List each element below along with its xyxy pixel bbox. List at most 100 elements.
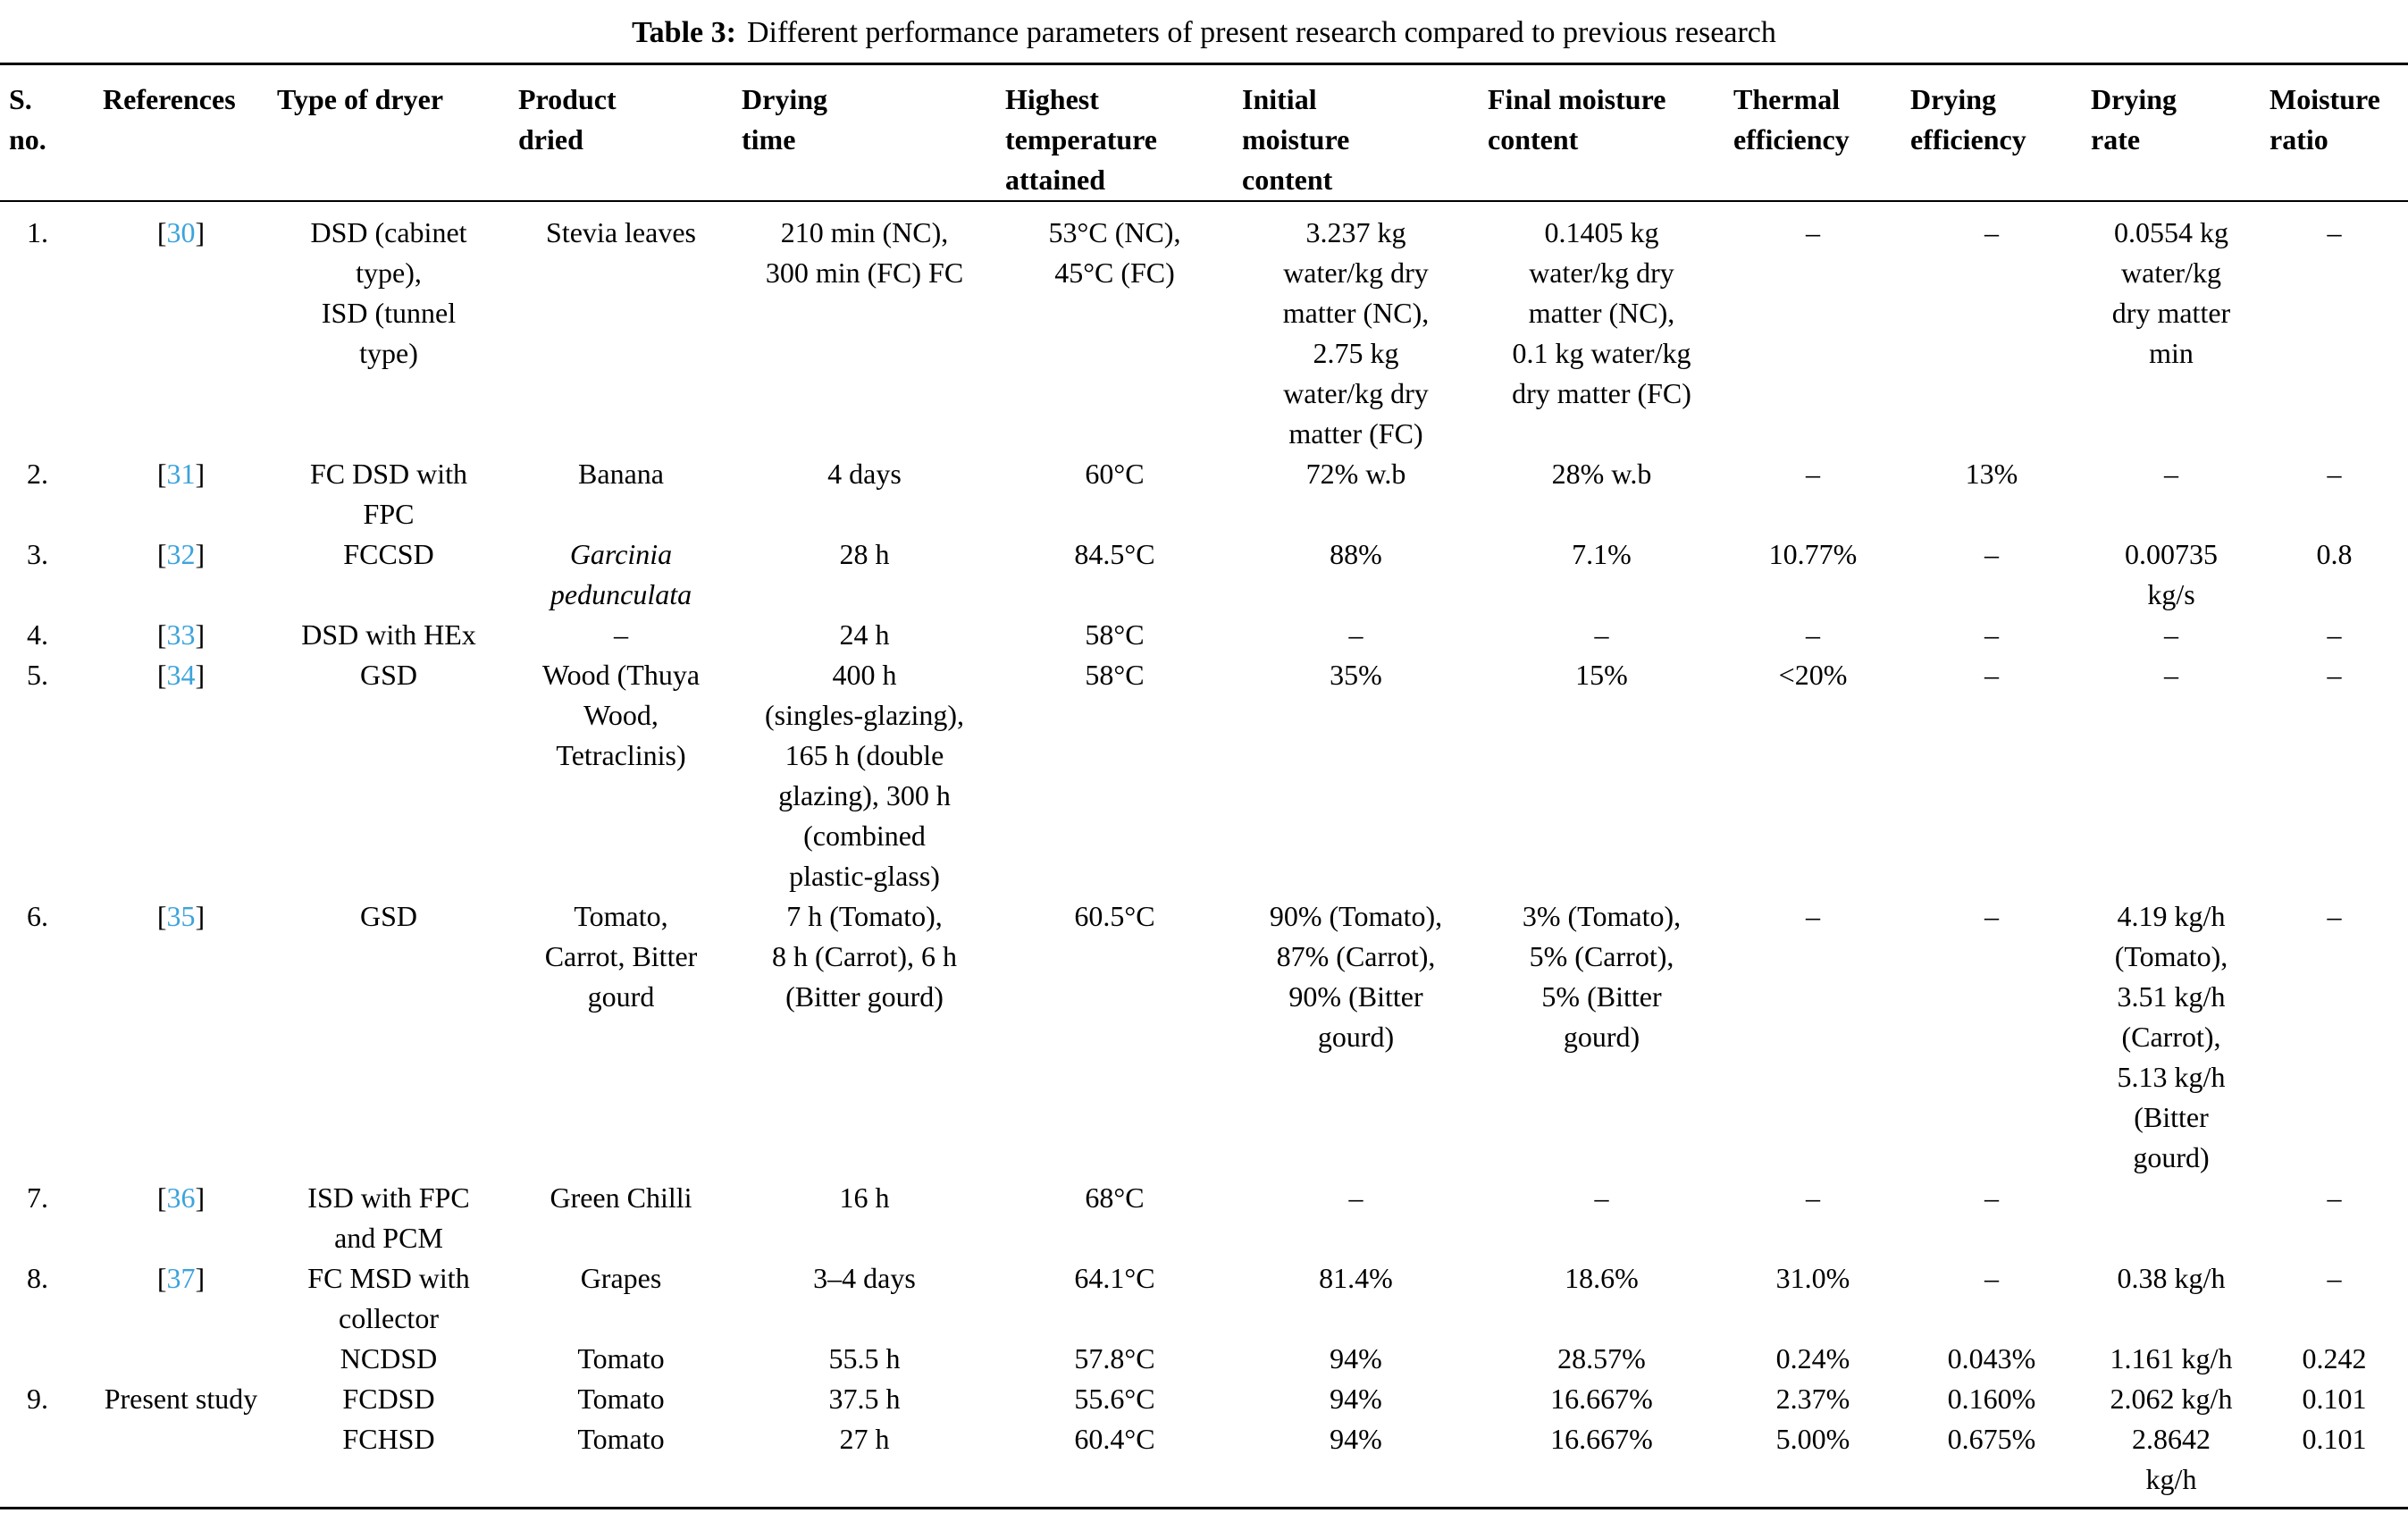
cell-drying_rate: 0.0554 kg water/kg dry matter min xyxy=(2111,216,2231,369)
bracket-open: [ xyxy=(156,216,167,248)
cell-initial_mc: 81.4% xyxy=(1319,1262,1393,1294)
table-row: 7. [36] ISD with FPC and PCM Green Chilli 16… xyxy=(0,1178,2408,1258)
column-header-thermal-efficiency: Thermal efficiency xyxy=(1724,63,1901,202)
reference-link[interactable]: 37 xyxy=(166,1262,196,1294)
cell-final_mc: – xyxy=(1594,618,1609,651)
column-header-final-moisture: Final moisture content xyxy=(1479,63,1724,202)
bracket-close: ] xyxy=(195,216,206,248)
cell-drying_time: 3–4 days xyxy=(813,1262,916,1294)
cell-moisture_ratio: – xyxy=(2327,659,2342,691)
cell-initial_mc: – xyxy=(1348,618,1363,651)
cell-moisture_ratio: – xyxy=(2327,900,2342,932)
table-row: 4. [33] DSD with HEx – 24 h 58°C – – – – – – xyxy=(0,615,2408,655)
cell-sno: 5. xyxy=(27,659,48,691)
cell-type_of_dryer: FCHSD xyxy=(342,1423,435,1455)
cell-drying_eff: 0.043% xyxy=(1947,1342,2036,1374)
cell-ref xyxy=(94,1419,268,1509)
reference-link[interactable]: 32 xyxy=(166,538,196,570)
cell-initial_mc: – xyxy=(1348,1181,1363,1214)
cell-drying_rate: 2.8642 kg/h xyxy=(2132,1423,2211,1495)
table-row: 5. [34] GSD Wood (Thuya Wood, Tetraclinis) 4… xyxy=(0,655,2408,896)
table-row: 3. [32] FCCSD Garcinia pedunculata 28 h 84.5°… xyxy=(0,534,2408,615)
cell-type_of_dryer: FCCSD xyxy=(343,538,434,570)
cell-product_dried: Tomato xyxy=(577,1383,665,1415)
cell-drying_eff: – xyxy=(1984,659,1999,691)
cell-type_of_dryer: ISD with FPC and PCM xyxy=(307,1181,470,1254)
cell-sno: 3. xyxy=(27,538,48,570)
cell-ref xyxy=(94,1339,268,1379)
column-header-drying-rate: Drying rate xyxy=(2082,63,2261,202)
cell-drying_rate xyxy=(2082,1178,2261,1258)
reference-link[interactable]: 33 xyxy=(166,618,196,651)
column-header-moisture-ratio: Moisture ratio xyxy=(2261,63,2408,202)
cell-drying_eff: – xyxy=(1984,216,1999,248)
cell-type_of_dryer: NCDSD xyxy=(340,1342,438,1374)
bracket-open: [ xyxy=(156,618,167,651)
reference-link[interactable]: 36 xyxy=(166,1181,196,1214)
table-title-text: Different performance parameters of pres… xyxy=(746,16,1776,49)
cell-thermal_eff: – xyxy=(1806,458,1820,490)
bracket-open: [ xyxy=(156,900,167,932)
cell-thermal_eff: – xyxy=(1806,216,1820,248)
cell-highest_temp: 84.5°C xyxy=(1074,538,1155,570)
cell-final_mc: 16.667% xyxy=(1550,1423,1653,1455)
cell-product_dried: Grapes xyxy=(580,1262,662,1294)
column-header-drying-time: Drying time xyxy=(733,63,996,202)
reference-link[interactable]: 34 xyxy=(166,659,196,691)
cell-final_mc: 3% (Tomato), 5% (Carrot), 5% (Bitter gou… xyxy=(1522,900,1682,1053)
column-header-product-dried: Product dried xyxy=(509,63,733,202)
bracket-open: [ xyxy=(156,659,167,691)
cell-drying_time: 7 h (Tomato), 8 h (Carrot), 6 h (Bitter … xyxy=(771,900,958,1013)
cell-product_dried: Tomato xyxy=(577,1342,665,1374)
bracket-close: ] xyxy=(195,900,206,932)
cell-drying_rate: – xyxy=(2164,458,2178,490)
cell-thermal_eff: – xyxy=(1806,618,1820,651)
cell-ref: Present study xyxy=(104,1383,258,1415)
cell-final_mc: 28.57% xyxy=(1557,1342,1646,1374)
cell-drying_eff: 13% xyxy=(1965,458,2018,490)
reference-link[interactable]: 30 xyxy=(166,216,196,248)
table-row: 2. [31] FC DSD with FPC Banana 4 days 60°C 72%… xyxy=(0,454,2408,534)
cell-type_of_dryer: DSD with HEx xyxy=(301,618,476,651)
table-row: FCHSD Tomato 27 h 60.4°C 94% 16.667% 5.00% 0.67… xyxy=(0,1419,2408,1509)
cell-drying_time: 28 h xyxy=(839,538,890,570)
cell-initial_mc: 90% (Tomato), 87% (Carrot), 90% (Bitter … xyxy=(1269,900,1443,1053)
cell-final_mc: 0.1405 kg water/kg dry matter (NC), 0.1 … xyxy=(1512,216,1691,409)
table-row: 8. [37] FC MSD with collector Grapes 3–4 day… xyxy=(0,1258,2408,1339)
column-header-sno: S. no. xyxy=(0,63,94,202)
cell-drying_rate: 0.00735 kg/s xyxy=(2125,538,2218,610)
cell-moisture_ratio: – xyxy=(2327,458,2342,490)
cell-ref: [35] xyxy=(94,896,268,1178)
cell-thermal_eff: 5.00% xyxy=(1775,1423,1850,1455)
table-row: NCDSD Tomato 55.5 h 57.8°C 94% 28.57% 0.24% 0.0… xyxy=(0,1339,2408,1379)
column-header-initial-moisture: Initial moisture content xyxy=(1233,63,1479,202)
cell-thermal_eff: 2.37% xyxy=(1775,1383,1850,1415)
bracket-open: [ xyxy=(156,538,167,570)
cell-initial_mc: 94% xyxy=(1330,1342,1382,1374)
column-header-type-of-dryer: Type of dryer xyxy=(268,63,509,202)
cell-moisture_ratio: 0.101 xyxy=(2302,1383,2367,1415)
cell-drying_rate: – xyxy=(2164,618,2178,651)
table-title-label: Table 3: xyxy=(632,16,736,49)
cell-ref: [37] xyxy=(94,1258,268,1339)
cell-initial_mc: 94% xyxy=(1330,1423,1382,1455)
cell-initial_mc: 35% xyxy=(1330,659,1382,691)
cell-highest_temp: 60.5°C xyxy=(1074,900,1155,932)
cell-thermal_eff: 0.24% xyxy=(1775,1342,1850,1374)
cell-drying_rate: – xyxy=(2164,659,2178,691)
reference-link[interactable]: 31 xyxy=(166,458,196,490)
cell-moisture_ratio: – xyxy=(2327,618,2342,651)
cell-drying_eff: – xyxy=(1984,538,1999,570)
cell-product_dried: Tomato xyxy=(577,1423,665,1455)
cell-thermal_eff: 31.0% xyxy=(1775,1262,1850,1294)
reference-link[interactable]: 35 xyxy=(166,900,196,932)
cell-drying_time: 27 h xyxy=(839,1423,890,1455)
cell-type_of_dryer: GSD xyxy=(359,659,417,691)
cell-final_mc: – xyxy=(1594,1181,1609,1214)
cell-drying_time: 24 h xyxy=(839,618,890,651)
cell-moisture_ratio: – xyxy=(2327,1181,2342,1214)
cell-sno: 8. xyxy=(27,1262,48,1294)
cell-drying_time: 16 h xyxy=(839,1181,890,1214)
cell-final_mc: 7.1% xyxy=(1572,538,1632,570)
bracket-close: ] xyxy=(195,458,206,490)
